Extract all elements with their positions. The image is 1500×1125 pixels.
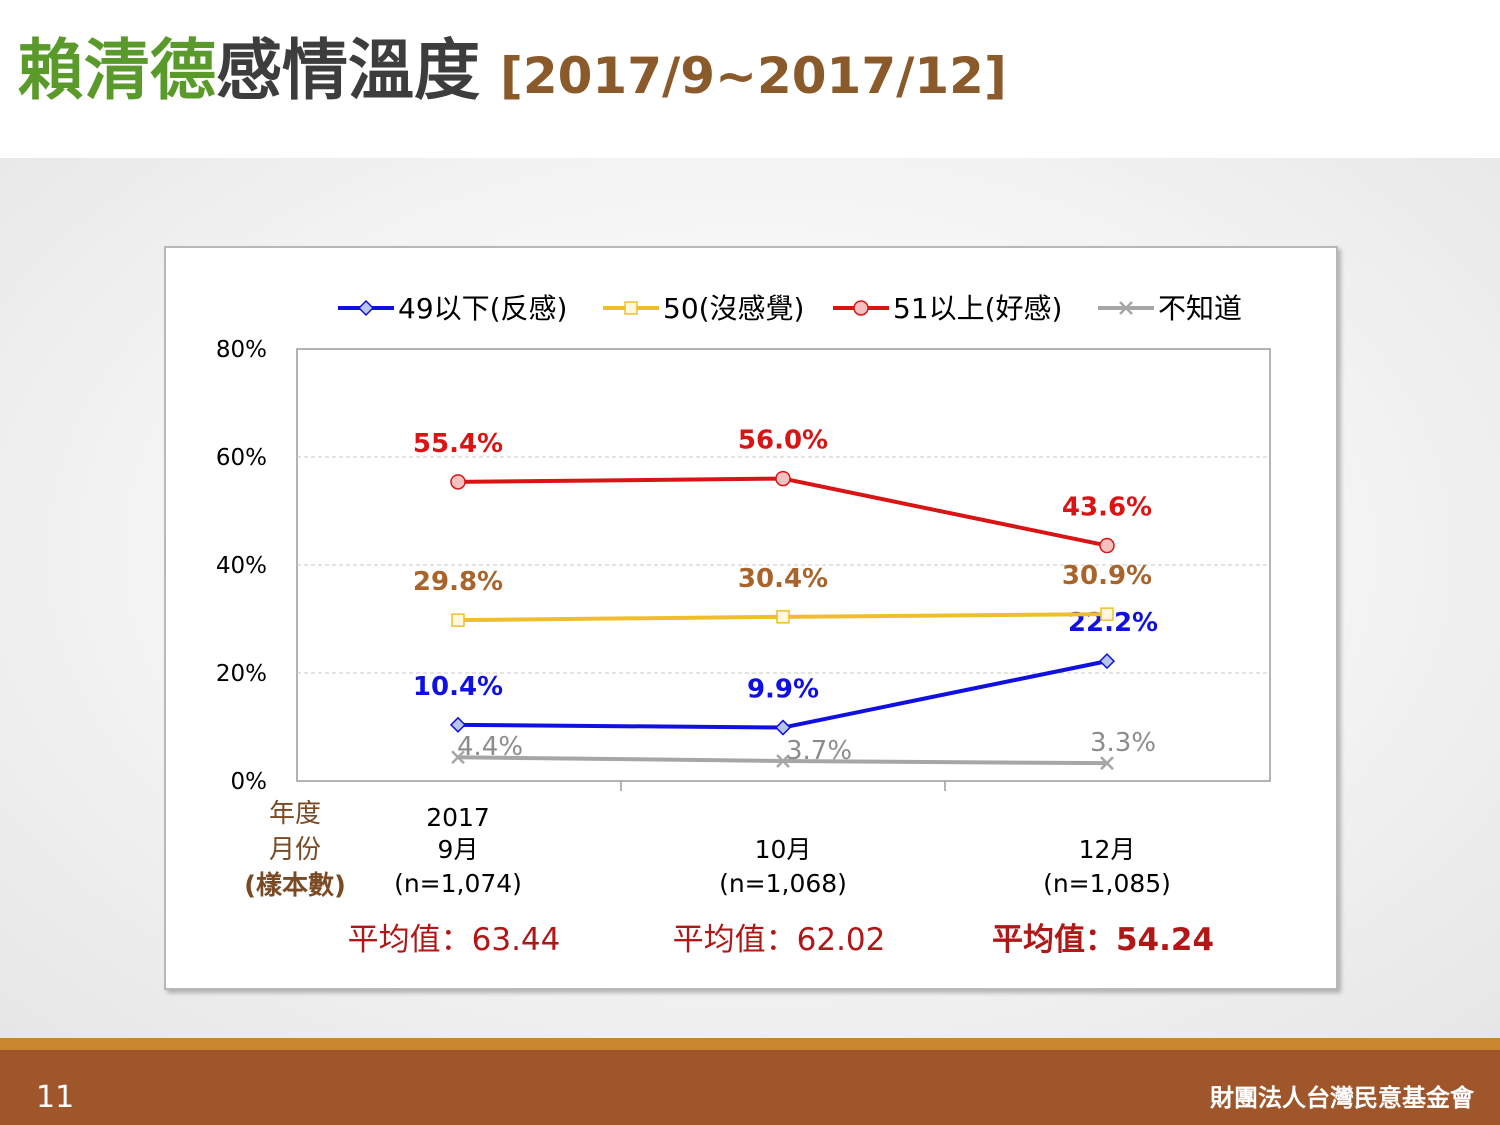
x-tick-label: 9月 <box>438 835 479 864</box>
data-point <box>774 719 792 736</box>
average-label: 平均值：62.02 <box>673 922 886 958</box>
slide-title: 賴清德感情溫度 [2017/9~2017/12] <box>18 38 1007 104</box>
title-name: 賴清德 <box>18 32 216 109</box>
page-number: 11 <box>36 1080 75 1115</box>
sample-size-label: (n=1,074) <box>394 869 522 898</box>
y-tick-label: 80% <box>216 337 267 363</box>
data-label: 55.4% <box>413 429 503 459</box>
x-tick-label: 12月 <box>1079 835 1136 864</box>
legend-label: 不知道 <box>1158 292 1242 325</box>
data-point <box>1098 653 1116 670</box>
row-label: 月份 <box>269 835 321 865</box>
row-label: (樣本數) <box>244 870 346 901</box>
legend-label: 49以下(反感) <box>398 292 567 325</box>
data-label: 29.8% <box>413 567 503 597</box>
legend-label: 51以上(好感) <box>893 292 1062 325</box>
data-point <box>775 470 791 487</box>
y-tick-label: 60% <box>216 445 267 471</box>
y-tick-label: 20% <box>216 661 267 687</box>
chart-panel: 0% 20% 40% 60% 80% 49以下(反感) 50(沒感覺) 51以上(好感) 不知道… <box>164 246 1338 990</box>
slide-header: 賴清德感情溫度 [2017/9~2017/12] <box>0 0 1500 158</box>
legend-marker <box>624 301 638 315</box>
y-tick-label: 0% <box>231 769 268 795</box>
legend-marker <box>1119 301 1133 315</box>
data-point <box>451 613 465 627</box>
data-point <box>451 750 465 765</box>
data-point <box>1100 607 1114 621</box>
title-date-range: [2017/9~2017/12] <box>500 47 1007 105</box>
data-point <box>776 610 790 624</box>
legend-label: 50(沒感覺) <box>663 292 804 325</box>
data-label: 43.6% <box>1062 493 1152 523</box>
sample-size-label: (n=1,068) <box>719 869 847 898</box>
title-topic: 感情溫度 <box>216 32 480 109</box>
data-point <box>1099 537 1115 554</box>
data-point <box>450 474 466 490</box>
data-label: 9.9% <box>747 675 819 705</box>
data-label: 4.4% <box>457 732 523 762</box>
data-label: 56.0% <box>738 426 828 456</box>
organization-name: 財團法人台灣民意基金會 <box>1210 1084 1474 1112</box>
sample-size-label: (n=1,085) <box>1043 869 1171 898</box>
data-point <box>1100 756 1114 771</box>
data-label: 30.9% <box>1062 561 1152 591</box>
legend-marker <box>853 300 869 316</box>
slide-footer: 11 財團法人台灣民意基金會 <box>0 1038 1500 1125</box>
data-point <box>449 716 467 733</box>
data-point <box>776 754 790 768</box>
data-label: 3.3% <box>1090 728 1156 758</box>
row-label: 年度 <box>269 799 321 829</box>
line-chart: 0% 20% 40% 60% 80% 49以下(反感) 50(沒感覺) 51以上(好感) 不知道… <box>216 292 1271 958</box>
legend-marker <box>357 299 375 317</box>
data-label: 3.7% <box>786 736 852 766</box>
data-label: 30.4% <box>738 564 828 594</box>
x-year-label: 2017 <box>426 803 490 832</box>
average-label: 平均值：63.44 <box>348 922 561 958</box>
average-label: 平均值：54.24 <box>992 922 1214 958</box>
x-tick-label: 10月 <box>755 835 812 864</box>
data-label: 10.4% <box>413 672 503 702</box>
y-tick-label: 40% <box>216 553 267 579</box>
